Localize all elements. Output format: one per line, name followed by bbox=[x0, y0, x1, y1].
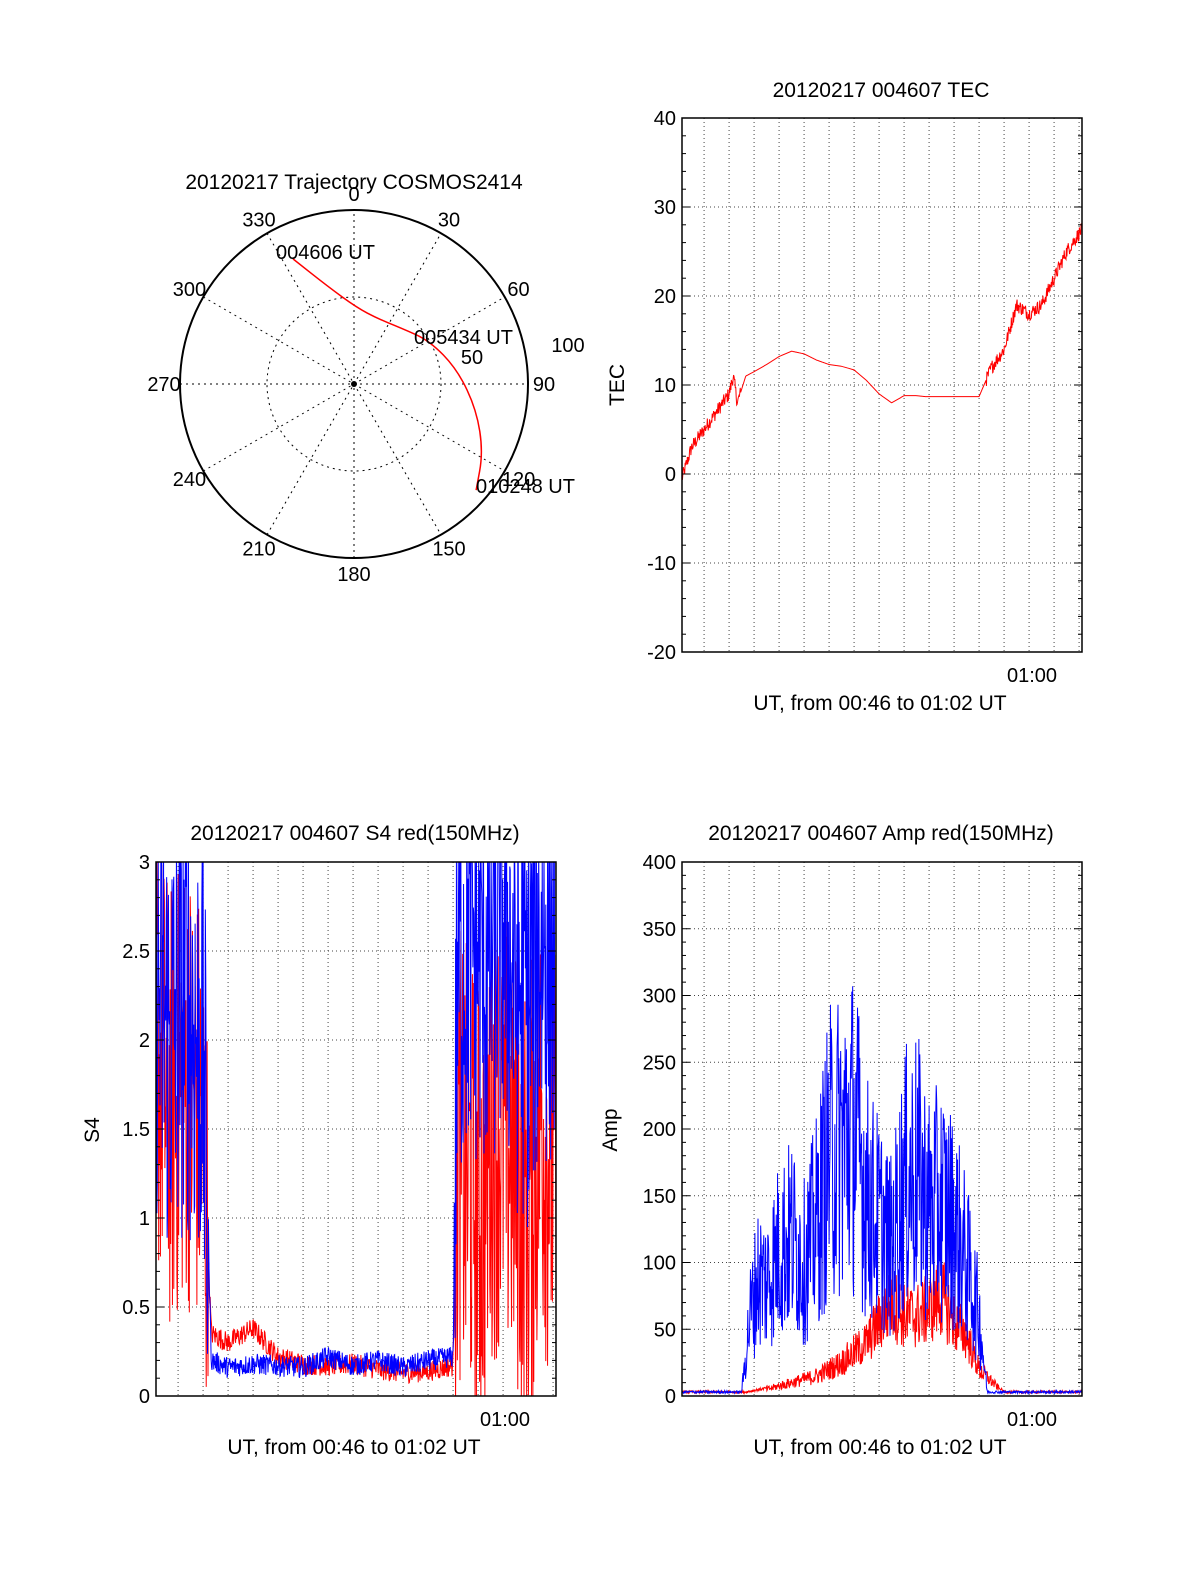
s4-y-tick-label: 2.5 bbox=[122, 941, 150, 963]
polar-outer-circle bbox=[179, 209, 529, 559]
s4-y-tick-label: 1 bbox=[139, 1208, 150, 1230]
tec-y-tick-label: -20 bbox=[647, 642, 676, 664]
amp-panel: 20120217 004607 Amp red(150MHz) 400 350 30… bbox=[599, 822, 1083, 1459]
polar-grid-circle bbox=[266, 296, 442, 472]
tec-y-tick-label: 30 bbox=[654, 197, 676, 219]
s4-title: 20120217 004607 S4 red(150MHz) bbox=[190, 822, 519, 845]
azimuth-label-0: 0 bbox=[348, 184, 359, 206]
s4-y-tick-label: 3 bbox=[139, 852, 150, 874]
trajectory-title: 20120217 Trajectory COSMOS2414 bbox=[185, 171, 523, 194]
amp-x-axis-label: UT, from 00:46 to 01:02 UT bbox=[753, 1436, 1006, 1459]
polar-center-mark bbox=[351, 381, 357, 387]
s4-series-group bbox=[156, 862, 556, 1396]
azimuth-label-330: 330 bbox=[242, 209, 275, 231]
tec-y-tick-label: 10 bbox=[654, 375, 676, 397]
amp-y-tick-label: 400 bbox=[643, 852, 676, 874]
amp-y-tick-label: 50 bbox=[654, 1319, 676, 1341]
azimuth-label-210: 210 bbox=[242, 539, 275, 561]
amp-y-tick-label: 0 bbox=[665, 1386, 676, 1408]
azimuth-label-30: 30 bbox=[438, 209, 460, 231]
tec-panel: 20120217 004607 TEC 40 30 20 10 0 -10 -20 01:0… bbox=[606, 79, 1083, 715]
tec-title: 20120217 004607 TEC bbox=[773, 79, 990, 102]
amp-y-tick-label: 150 bbox=[643, 1186, 676, 1208]
s4-panel: 20120217 004607 S4 red(150MHz) 3 2.5 2 1.5 1… bbox=[81, 822, 557, 1459]
tec-y-tick-label: -10 bbox=[647, 553, 676, 575]
trajectory-end-label: 010248 UT bbox=[476, 476, 575, 498]
azimuth-label-60: 60 bbox=[507, 279, 529, 301]
amp-y-tick-label: 250 bbox=[643, 1052, 676, 1074]
s4-series-blue-line bbox=[156, 862, 556, 1379]
amp-plot-area bbox=[682, 986, 1082, 1396]
azimuth-label-180: 180 bbox=[337, 564, 370, 586]
amp-title: 20120217 004607 Amp red(150MHz) bbox=[708, 822, 1054, 845]
amp-series-blue-line bbox=[682, 986, 1082, 1396]
azimuth-label-150: 150 bbox=[432, 539, 465, 561]
elevation-label-100: 100 bbox=[551, 335, 584, 357]
s4-x-axis-label: UT, from 00:46 to 01:02 UT bbox=[227, 1436, 480, 1459]
azimuth-labels: 0 30 60 90 120 150 180 210 240 270 300 330 bbox=[147, 184, 555, 586]
azimuth-label-90: 90 bbox=[533, 374, 555, 396]
trajectory-plot-area bbox=[292, 258, 483, 491]
amp-series-group bbox=[682, 986, 1082, 1396]
trajectory-line bbox=[292, 258, 483, 491]
tec-plot-area bbox=[682, 222, 1082, 480]
s4-y-axis-label: S4 bbox=[81, 1117, 104, 1143]
s4-y-ticks: 3 2.5 2 1.5 1 0.5 0 bbox=[122, 852, 556, 1408]
tec-y-tick-label: 20 bbox=[654, 286, 676, 308]
s4-y-tick-label: 0.5 bbox=[122, 1297, 150, 1319]
elevation-label-50: 50 bbox=[461, 347, 483, 369]
azimuth-label-120: 120 bbox=[502, 469, 535, 491]
tec-y-axis-label: TEC bbox=[606, 364, 629, 406]
amp-y-axis-label: Amp bbox=[599, 1108, 622, 1151]
amp-y-tick-label: 100 bbox=[643, 1253, 676, 1275]
amp-x-tick-label: 01:00 bbox=[1007, 1409, 1057, 1431]
tec-y-tick-label: 40 bbox=[654, 108, 676, 130]
azimuth-label-240: 240 bbox=[173, 469, 206, 491]
amp-y-ticks: 400 350 300 250 200 150 100 50 0 bbox=[643, 852, 1082, 1408]
s4-y-tick-label: 2 bbox=[139, 1030, 150, 1052]
trajectory-start-label: 004606 UT bbox=[276, 242, 375, 264]
amp-y-tick-label: 300 bbox=[643, 986, 676, 1008]
tec-y-ticks: 40 30 20 10 0 -10 -20 bbox=[647, 108, 1082, 664]
azimuth-label-300: 300 bbox=[173, 279, 206, 301]
tec-series-group bbox=[682, 222, 1082, 480]
s4-plot-area bbox=[156, 862, 556, 1396]
tec-x-tick-label: 01:00 bbox=[1007, 665, 1057, 687]
trajectory-panel: 20120217 Trajectory COSMOS2414 0 30 60 90 12… bbox=[147, 171, 584, 586]
trajectory-mid-label: 005434 UT bbox=[414, 327, 513, 349]
s4-y-tick-label: 1.5 bbox=[122, 1119, 150, 1141]
tec-grid bbox=[682, 117, 1082, 653]
tec-series-red-line bbox=[682, 222, 1082, 480]
amp-y-tick-label: 350 bbox=[643, 919, 676, 941]
s4-y-tick-label: 0 bbox=[139, 1386, 150, 1408]
tec-y-tick-label: 0 bbox=[665, 464, 676, 486]
amp-y-tick-label: 200 bbox=[643, 1119, 676, 1141]
tec-x-axis-label: UT, from 00:46 to 01:02 UT bbox=[753, 692, 1006, 715]
azimuth-label-270: 270 bbox=[147, 374, 180, 396]
s4-x-tick-label: 01:00 bbox=[480, 1409, 530, 1431]
